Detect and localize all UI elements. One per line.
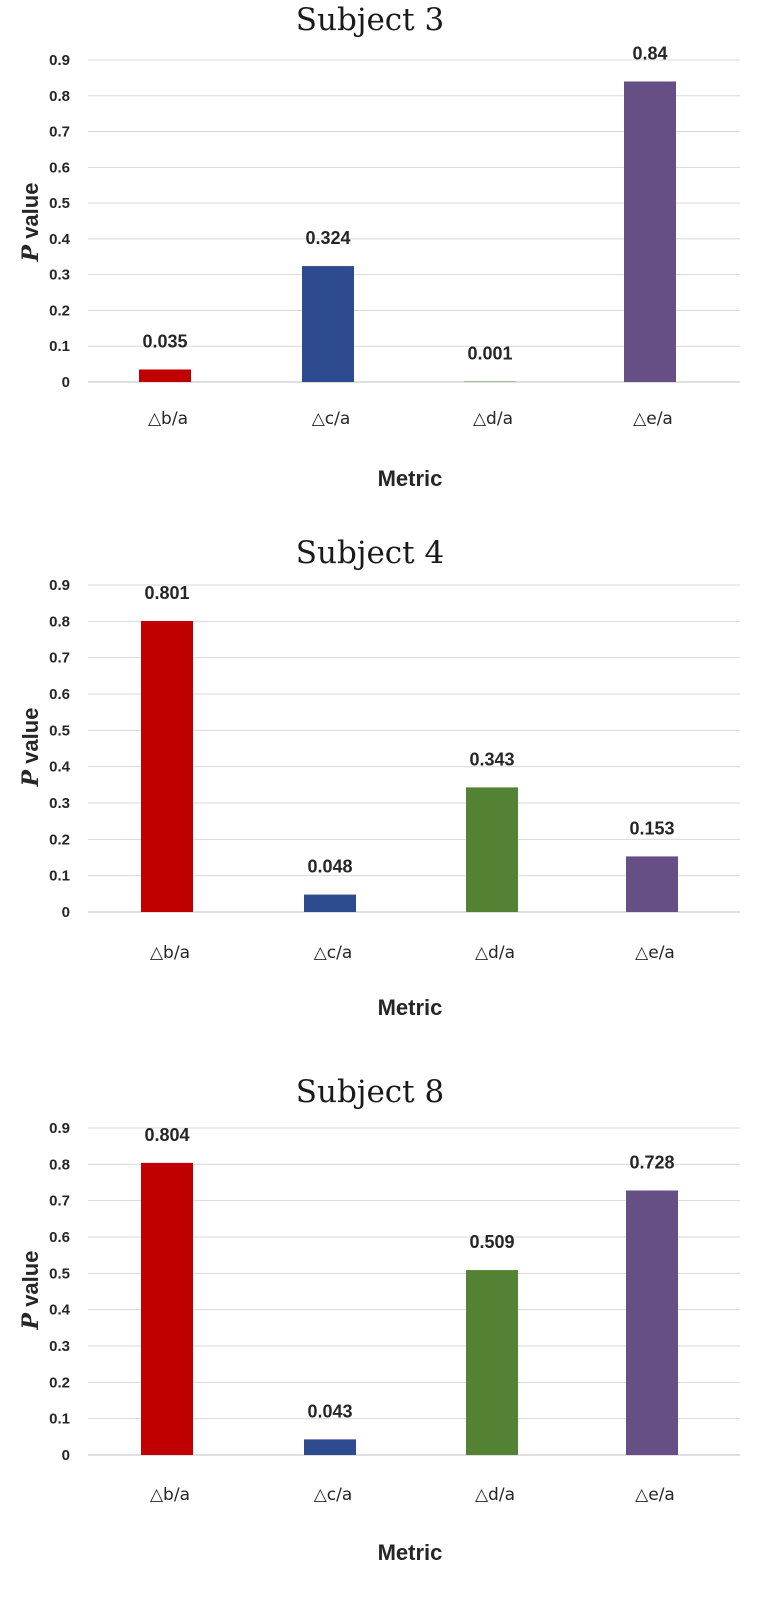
y-tick-label: 0 bbox=[62, 1447, 70, 1464]
y-axis-title-italic: P bbox=[18, 243, 44, 262]
data-label: 0.343 bbox=[469, 749, 514, 769]
y-tick-label: 0.6 bbox=[49, 1229, 70, 1246]
y-axis-title-rest: value bbox=[18, 183, 43, 245]
category-label: △d/a bbox=[475, 1485, 515, 1505]
y-tick-label: 0.9 bbox=[49, 577, 70, 594]
category-label: △b/a bbox=[150, 1485, 190, 1505]
data-label: 0.801 bbox=[144, 583, 189, 603]
y-tick-label: 0.4 bbox=[49, 759, 71, 776]
data-label: 0.043 bbox=[307, 1401, 352, 1421]
x-axis-title: Metric bbox=[378, 1540, 443, 1565]
y-tick-label: 0.5 bbox=[49, 195, 70, 212]
y-axis-title: P value bbox=[18, 183, 44, 263]
category-label: △e/a bbox=[635, 943, 675, 963]
category-label: △d/a bbox=[473, 409, 513, 429]
chart-title: Subject 8 bbox=[296, 1074, 444, 1110]
y-tick-label: 0.9 bbox=[49, 52, 70, 69]
y-axis-title-rest: value bbox=[18, 1251, 43, 1313]
y-tick-label: 0.1 bbox=[49, 868, 70, 885]
data-label: 0.509 bbox=[469, 1232, 514, 1252]
data-label: 0.324 bbox=[305, 228, 350, 248]
y-tick-label: 0.2 bbox=[49, 831, 70, 848]
chart-panel-1: Subject 3 0 0.1 0.2 0.3 0.4 0.5 0.6 0.7 0.8 0.9 0.0… bbox=[18, 2, 740, 491]
bar-4 bbox=[624, 81, 676, 382]
data-label: 0.84 bbox=[632, 43, 667, 63]
x-axis-title: Metric bbox=[378, 466, 443, 491]
category-label: △b/a bbox=[150, 943, 190, 963]
y-tick-label: 0.4 bbox=[49, 1302, 71, 1319]
data-label: 0.804 bbox=[144, 1125, 189, 1145]
y-tick-label: 0 bbox=[62, 374, 70, 391]
y-axis-title-italic: P bbox=[18, 1311, 44, 1330]
data-label: 0.048 bbox=[307, 857, 352, 877]
y-axis-title: P value bbox=[18, 1251, 44, 1331]
x-axis-title: Metric bbox=[378, 995, 443, 1020]
y-tick-label: 0.4 bbox=[49, 231, 71, 248]
data-label: 0.153 bbox=[629, 818, 674, 838]
y-axis-title-italic: P bbox=[18, 768, 44, 787]
y-tick-label: 0.5 bbox=[49, 722, 70, 739]
bar-3 bbox=[464, 381, 516, 382]
y-tick-label: 0.7 bbox=[49, 1193, 70, 1210]
y-tick-label: 0.7 bbox=[49, 650, 70, 667]
category-label: △c/a bbox=[314, 1485, 353, 1505]
y-axis-title-rest: value bbox=[18, 708, 43, 770]
data-label: 0.728 bbox=[629, 1152, 674, 1172]
bar-2 bbox=[302, 266, 354, 382]
bar-2 bbox=[304, 894, 356, 912]
bar-4 bbox=[626, 1190, 678, 1455]
category-label: △e/a bbox=[633, 409, 673, 429]
category-label: △c/a bbox=[314, 943, 353, 963]
y-tick-label: 0.6 bbox=[49, 159, 70, 176]
y-tick-label: 0 bbox=[62, 904, 70, 921]
chart-title: Subject 3 bbox=[296, 2, 444, 38]
y-tick-label: 0.2 bbox=[49, 302, 70, 319]
chart-title: Subject 4 bbox=[296, 535, 444, 571]
category-label: △c/a bbox=[312, 409, 351, 429]
y-tick-label: 0.8 bbox=[49, 1156, 70, 1173]
bar-1 bbox=[139, 369, 191, 382]
bar-2 bbox=[304, 1439, 356, 1455]
chart-panel-2: Subject 4 0 0.1 0.2 0.3 0.4 0.5 0.6 0.7 0.8 0.9 0.8… bbox=[18, 535, 740, 1020]
y-tick-label: 0.3 bbox=[49, 267, 70, 284]
bar-3 bbox=[466, 1270, 518, 1455]
bar-1 bbox=[141, 620, 193, 912]
bar-4 bbox=[626, 856, 678, 912]
y-tick-label: 0.2 bbox=[49, 1374, 70, 1391]
bar-1 bbox=[141, 1162, 193, 1455]
y-tick-label: 0.3 bbox=[49, 795, 70, 812]
y-tick-label: 0.1 bbox=[49, 338, 70, 355]
category-label: △b/a bbox=[148, 409, 188, 429]
y-tick-label: 0.8 bbox=[49, 613, 70, 630]
data-label: 0.035 bbox=[142, 331, 187, 351]
y-tick-label: 0.7 bbox=[49, 124, 70, 141]
y-tick-label: 0.9 bbox=[49, 1120, 70, 1137]
category-label: △e/a bbox=[635, 1485, 675, 1505]
y-tick-label: 0.1 bbox=[49, 1411, 70, 1428]
y-tick-label: 0.6 bbox=[49, 686, 70, 703]
y-tick-label: 0.8 bbox=[49, 88, 70, 105]
chart-panel-3: Subject 8 0 0.1 0.2 0.3 0.4 0.5 0.6 0.7 0.8 0.9 0.8… bbox=[18, 1074, 740, 1565]
bar-3 bbox=[466, 787, 518, 912]
category-label: △d/a bbox=[475, 943, 515, 963]
y-tick-label: 0.3 bbox=[49, 1338, 70, 1355]
data-label: 0.001 bbox=[467, 344, 512, 364]
y-tick-label: 0.5 bbox=[49, 1265, 70, 1282]
y-axis-title: P value bbox=[18, 708, 44, 788]
